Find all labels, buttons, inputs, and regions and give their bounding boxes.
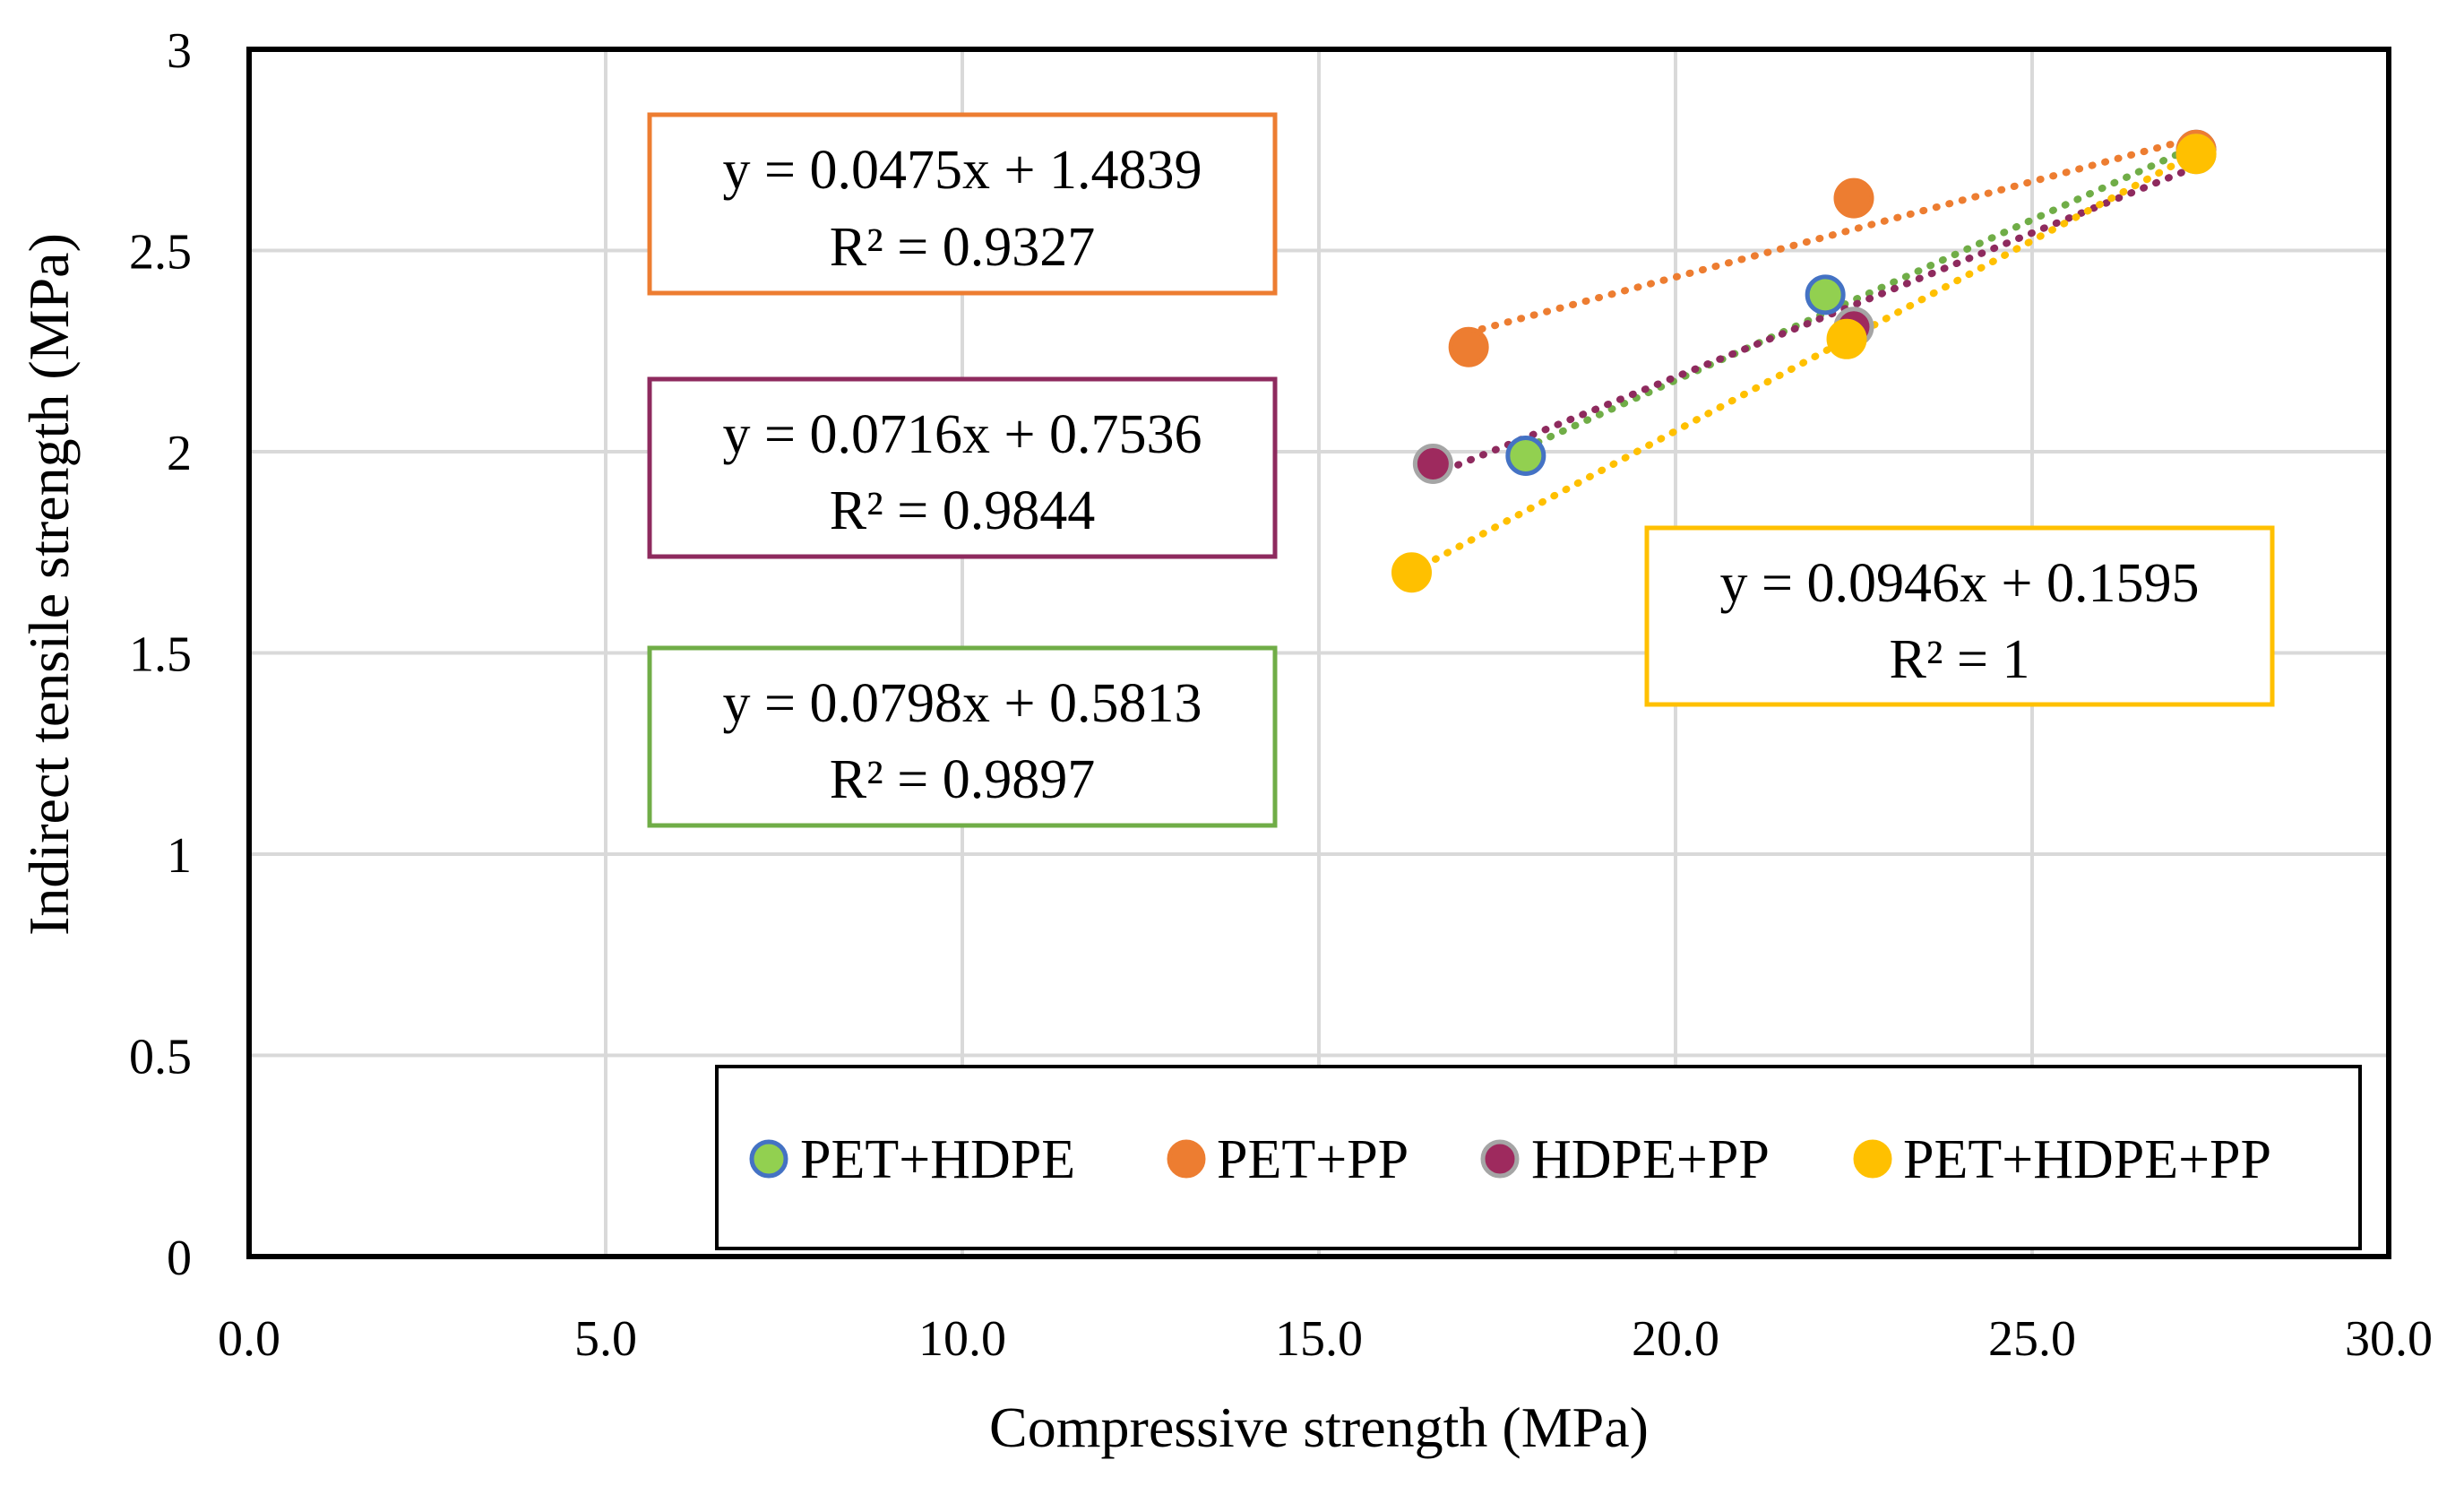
- r2-hdpe-pp: R² = 0.9844: [830, 480, 1095, 541]
- y-tick-label: 2: [167, 426, 192, 481]
- y-tick-label: 1.5: [129, 627, 192, 683]
- equation-hdpe-pp: y = 0.0716x + 0.7536: [723, 404, 1202, 465]
- point-pet-hdpe-pp: [1391, 552, 1432, 593]
- x-tick-label: 25.0: [1988, 1311, 2076, 1367]
- y-tick-label: 0.5: [129, 1030, 192, 1085]
- equation-box-pet-hdpe: y = 0.0798x + 0.5813 R² = 0.9897: [647, 645, 1278, 828]
- legend: PET+HDPE PET+PP HDPE+PP PET+HDPE+PP: [715, 1065, 2362, 1250]
- r2-pet-pp: R² = 0.9327: [830, 217, 1095, 278]
- y-tick-labels: 0 0.5 1 1.5 2 2.5 3: [129, 23, 192, 1286]
- legend-marker-hdpe-pp: [1480, 1139, 1520, 1179]
- legend-label-hdpe-pp: HDPE+PP: [1531, 1129, 1770, 1190]
- point-pet-hdpe-pp: [1826, 318, 1867, 359]
- equation-box-hdpe-pp: y = 0.0716x + 0.7536 R² = 0.9844: [647, 376, 1278, 559]
- legend-item-pet-pp: PET+PP: [1167, 1129, 1409, 1190]
- equation-pet-pp: y = 0.0475x + 1.4839: [723, 140, 1202, 201]
- trendlines: [1408, 134, 2201, 576]
- y-tick-label: 0: [167, 1231, 192, 1286]
- x-tick-label: 0.0: [218, 1311, 280, 1367]
- x-tick-label: 15.0: [1275, 1311, 1363, 1367]
- equation-pet-hdpe-pp: y = 0.0946x + 0.1595: [1720, 553, 2200, 614]
- r2-pet-hdpe: R² = 0.9897: [830, 749, 1095, 810]
- legend-marker-pet-pp: [1167, 1139, 1206, 1179]
- equation-box-pet-pp: y = 0.0475x + 1.4839 R² = 0.9327: [647, 112, 1278, 296]
- legend-item-pet-hdpe: PET+HDPE: [749, 1129, 1075, 1190]
- data-points: [1391, 129, 2217, 593]
- trendline-pet-hdpe-pp: [1408, 149, 2201, 576]
- trendline-pet-pp: [1465, 134, 2201, 337]
- point-pet-pp: [1833, 177, 1874, 219]
- legend-frame: [715, 1065, 2362, 1250]
- point-pet-pp: [1448, 326, 1489, 367]
- point-pet-hdpe: [1805, 274, 1846, 315]
- point-hdpe-pp: [1412, 443, 1453, 484]
- y-tick-label: 3: [167, 23, 192, 79]
- plot-area-border: [246, 47, 2391, 1259]
- equation-box-hdpe-pp-frame: [647, 376, 1278, 559]
- trendline-pet-hdpe: [1521, 142, 2201, 452]
- legend-label-pet-pp: PET+PP: [1217, 1129, 1409, 1190]
- y-axis-title: Indirect tensile strength (MPa): [17, 233, 81, 936]
- point-pet-hdpe-pp: [2175, 134, 2217, 175]
- x-tick-label: 5.0: [574, 1311, 637, 1367]
- legend-marker-pet-hdpe: [749, 1139, 788, 1179]
- x-tick-label: 20.0: [1632, 1311, 1719, 1367]
- legend-item-hdpe-pp: HDPE+PP: [1480, 1129, 1770, 1190]
- y-tick-label: 1: [167, 828, 192, 884]
- equation-pet-hdpe: y = 0.0798x + 0.5813: [723, 673, 1202, 734]
- equation-box-pet-hdpe-pp: y = 0.0946x + 0.1595 R² = 1: [1644, 525, 2275, 707]
- x-tick-label: 10.0: [918, 1311, 1006, 1367]
- legend-marker-pet-hdpe-pp: [1853, 1139, 1892, 1179]
- point-pet-hdpe: [1505, 435, 1546, 476]
- y-tick-label: 2.5: [129, 225, 192, 281]
- equation-box-pet-pp-frame: [647, 112, 1278, 296]
- legend-label-pet-hdpe-pp: PET+HDPE+PP: [1903, 1129, 2271, 1190]
- x-tick-labels: 0.0 5.0 10.0 15.0 20.0 25.0 30.0: [218, 1311, 2433, 1367]
- x-tick-label: 30.0: [2345, 1311, 2433, 1367]
- x-axis-title: Compressive strength (MPa): [989, 1395, 1649, 1459]
- trendline-hdpe-pp: [1429, 162, 2201, 479]
- legend-label-pet-hdpe: PET+HDPE: [800, 1129, 1075, 1190]
- equation-box-pet-hdpe-pp-frame: [1644, 525, 2275, 707]
- equation-box-pet-hdpe-frame: [647, 645, 1278, 828]
- r2-pet-hdpe-pp: R² = 1: [1890, 629, 2030, 690]
- legend-item-pet-hdpe-pp: PET+HDPE+PP: [1853, 1129, 2271, 1190]
